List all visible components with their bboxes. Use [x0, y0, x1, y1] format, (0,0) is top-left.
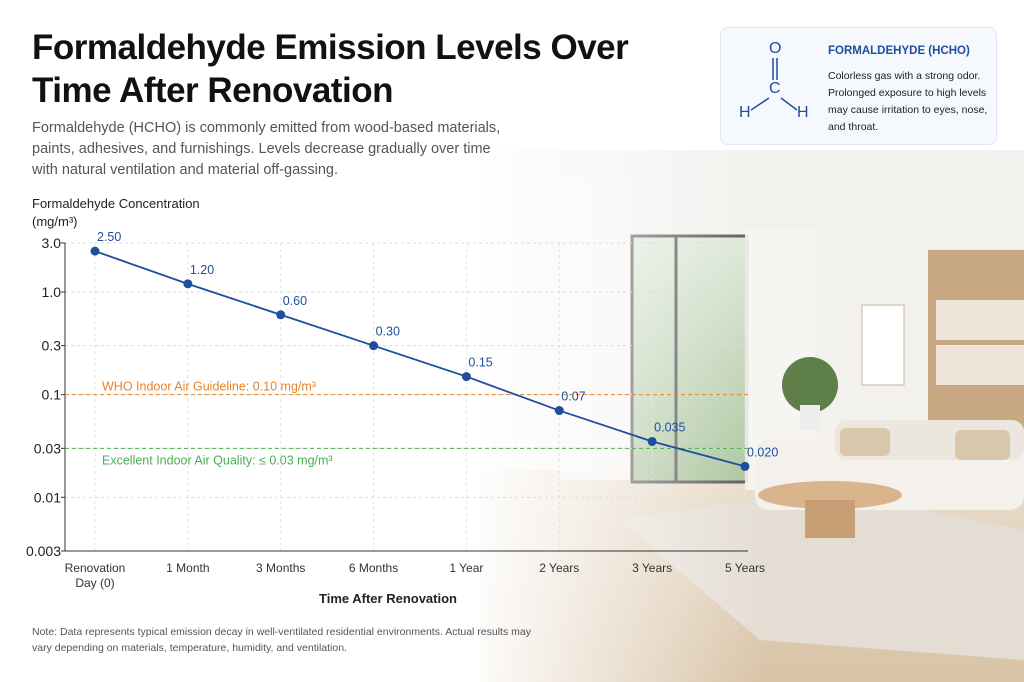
- y-tick-label: 0.003: [26, 543, 61, 559]
- data-label: 0.035: [654, 420, 685, 434]
- data-point: [183, 279, 193, 289]
- info-card: O C H H FORMALDEHYDE (HCHO) Colorless ga…: [720, 27, 997, 145]
- description: Formaldehyde (HCHO) is commonly emitted …: [32, 120, 501, 178]
- room-background: [0, 140, 1024, 682]
- note: Note: Data represents typical emission d…: [32, 626, 531, 654]
- data-label: 0.30: [376, 325, 400, 339]
- data-point: [554, 406, 564, 416]
- y-tick-label: 0.1: [42, 387, 62, 403]
- data-label: 0.60: [283, 294, 307, 308]
- data-point: [90, 246, 100, 256]
- y-tick-label: 1.0: [42, 284, 62, 300]
- data-point: [647, 436, 657, 446]
- card-title: FORMALDEHYDE (HCHO): [828, 45, 970, 57]
- data-point: [276, 310, 286, 320]
- x-tick-label: 5 Years: [724, 561, 766, 575]
- x-tick-label: 3 Years: [632, 561, 673, 575]
- data-label: 1.20: [190, 263, 214, 277]
- data-label: 0.15: [468, 356, 492, 370]
- data-point: [740, 461, 750, 471]
- atom: H: [739, 104, 751, 121]
- x-tick-label: 1 Year: [449, 561, 484, 575]
- data-label: 0.020: [747, 445, 778, 459]
- data-label: 0.07: [561, 390, 585, 404]
- y-tick-label: 3.0: [42, 235, 62, 251]
- x-tick-label: 2 Years: [539, 561, 580, 575]
- y-axis-label: Formaldehyde Concentration (mg/m³): [32, 196, 200, 229]
- x-tick-label: 1 Month: [166, 561, 210, 575]
- x-axis-label: Time After Renovation: [319, 591, 457, 606]
- x-tick-label: 3 Months: [256, 561, 306, 575]
- x-tick-label: 6 Months: [348, 561, 399, 575]
- series-line: [94, 250, 746, 468]
- data-point: [461, 372, 471, 382]
- reference-label: WHO Indoor Air Guideline: 0.10 mg/m³: [102, 380, 316, 394]
- reference-label: Excellent Indoor Air Quality: ≤ 0.03 mg/…: [102, 453, 333, 467]
- molecule-bonds: [750, 58, 798, 111]
- atom: O: [769, 40, 782, 57]
- card-text: Colorless gas with a strong odor. Prolon…: [828, 70, 988, 133]
- atom: H: [797, 104, 809, 121]
- x-tick-label: Renovation Day (0): [64, 561, 126, 590]
- title: Formaldehyde Emission Levels Over Time A…: [32, 28, 629, 110]
- y-tick-label: 0.01: [34, 489, 61, 505]
- atom: C: [769, 80, 781, 97]
- data-point: [369, 341, 379, 351]
- y-tick-label: 0.3: [42, 338, 62, 354]
- data-label: 2.50: [97, 230, 121, 244]
- y-tick-label: 0.03: [34, 440, 61, 456]
